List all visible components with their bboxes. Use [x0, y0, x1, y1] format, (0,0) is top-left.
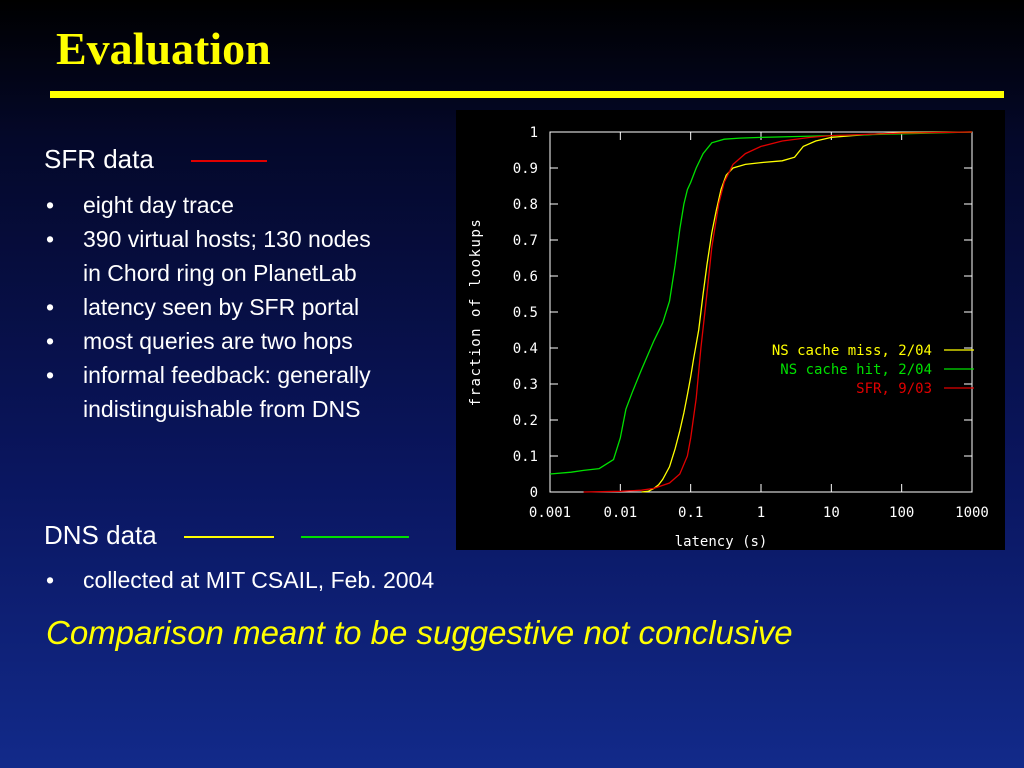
dns-legend-line-miss — [183, 536, 274, 539]
dns-bullet-item: • collected at MIT CSAIL, Feb. 2004 — [44, 563, 434, 597]
y-tick-label: 0.4 — [513, 341, 538, 357]
x-tick-label: 0.01 — [603, 505, 637, 521]
sfr-bullet-text: informal feedback: generally — [83, 362, 371, 388]
y-tick-label: 0.1 — [513, 449, 538, 465]
sfr-bullet-item: • eight day trace — [44, 188, 371, 222]
slide-title: Evaluation — [56, 23, 271, 74]
y-tick-label: 1 — [530, 125, 538, 141]
sfr-section-heading: SFR data — [44, 144, 268, 175]
x-tick-label: 1000 — [955, 505, 989, 521]
sfr-bullet-text: in Chord ring on PlanetLab — [83, 260, 357, 286]
y-tick-label: 0.7 — [513, 233, 538, 249]
dns-section-heading: DNS data — [44, 520, 410, 551]
sfr-bullet-item: • 390 virtual hosts; 130 nodes in Chord ri… — [44, 222, 371, 290]
sfr-bullet-item: • latency seen by SFR portal — [44, 290, 371, 324]
dns-legend-line-hit — [301, 536, 410, 539]
sfr-legend-line — [191, 160, 268, 163]
conclusion-text: Comparison meant to be suggestive not co… — [46, 614, 793, 651]
x-tick-label: 100 — [889, 505, 914, 521]
sfr-bullet-text: eight day trace — [83, 192, 234, 218]
series-line — [549, 131, 973, 475]
y-tick-label: 0.8 — [513, 197, 538, 213]
x-tick-label: 10 — [823, 505, 840, 521]
sfr-bullet-text: indistinguishable from DNS — [83, 396, 361, 422]
title-underline — [50, 91, 1004, 98]
dns-heading-text: DNS data — [44, 520, 157, 550]
y-tick-label: 0.5 — [513, 305, 538, 321]
bullet-marker: • — [46, 192, 55, 218]
bullet-marker: • — [46, 226, 55, 252]
plot-frame — [549, 131, 973, 493]
latency-cdf-chart: 0 0.1 0.2 0.3 0.4 0.5 0.6 0.7 0.8 0.9 1 0.001 0.01 0.… — [456, 110, 1005, 550]
y-axis-label: fraction of lookups — [468, 218, 484, 407]
dns-bullet-text: collected at MIT CSAIL, Feb. 2004 — [83, 567, 435, 593]
sfr-heading-text: SFR data — [44, 144, 154, 174]
x-tick-label: 1 — [757, 505, 765, 521]
legend-label: NS cache hit, 2/04 — [780, 362, 932, 378]
series-line — [583, 131, 973, 493]
sfr-bullet-item: • informal feedback: generally indistingui… — [44, 358, 371, 426]
sfr-bullet-item: • most queries are two hops — [44, 324, 371, 358]
legend-label: SFR, 9/03 — [856, 381, 932, 397]
dns-bullet-list: • collected at MIT CSAIL, Feb. 2004 — [44, 563, 434, 597]
series-line — [641, 131, 973, 493]
sfr-bullet-text: most queries are two hops — [83, 328, 353, 354]
x-tick-label: 0.1 — [678, 505, 703, 521]
y-tick-label: 0.9 — [513, 161, 538, 177]
y-tick-label: 0.6 — [513, 269, 538, 285]
y-tick-label: 0 — [530, 485, 538, 501]
chart-svg: 0 0.1 0.2 0.3 0.4 0.5 0.6 0.7 0.8 0.9 1 0.001 0.01 0.… — [468, 125, 989, 550]
bullet-marker: • — [46, 294, 55, 320]
sfr-bullet-text: latency seen by SFR portal — [83, 294, 360, 320]
x-axis-label: latency (s) — [675, 534, 768, 550]
bullet-marker: • — [46, 328, 55, 354]
sfr-bullet-text: 390 virtual hosts; 130 nodes — [83, 226, 371, 252]
x-tick-label: 0.001 — [529, 505, 571, 521]
sfr-bullet-list: • eight day trace • 390 virtual hosts; 130 … — [44, 188, 371, 426]
y-tick-label: 0.2 — [513, 413, 538, 429]
legend-label: NS cache miss, 2/04 — [772, 343, 932, 359]
y-tick-label: 0.3 — [513, 377, 538, 393]
bullet-marker: • — [46, 567, 55, 593]
bullet-marker: • — [46, 362, 55, 388]
